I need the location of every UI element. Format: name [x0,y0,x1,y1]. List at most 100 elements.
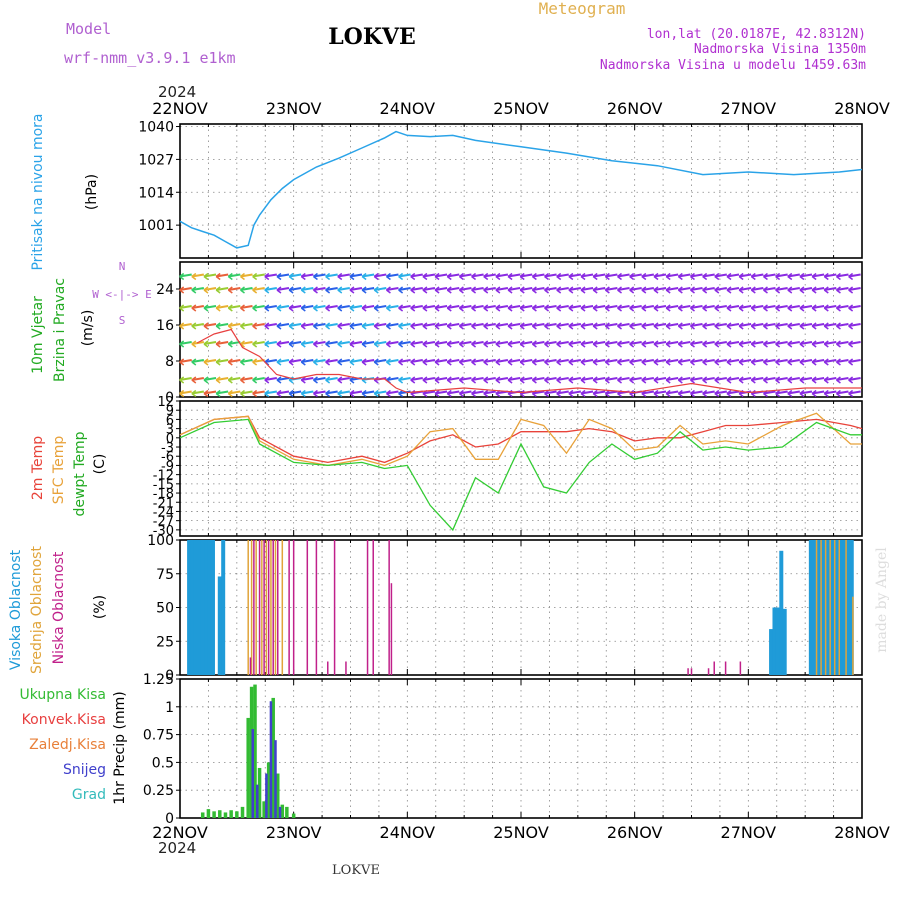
wind-arrow [775,305,788,309]
wind-arrow [216,287,229,291]
wind-arrow [313,390,326,395]
cloud-high-bar [782,608,787,675]
wind-arrow-head [434,376,440,384]
wind-arrow-head [653,376,659,384]
wind-arrow-head [227,376,233,384]
wind-arrow-head [495,272,501,281]
wind-arrow-head [544,376,550,384]
wind-arrow [276,323,290,327]
wind-arrow [824,359,837,363]
wind-arrow-head [787,389,793,398]
wind-arrow [629,341,642,345]
wind-arrow-head [483,358,489,366]
wind-arrow [556,287,569,291]
wind-arrow [520,305,533,309]
wind-arrow [824,273,837,278]
wind-arrow [678,390,691,395]
x-label-top: 28NOV [834,99,890,118]
wind-arrow [678,323,691,327]
wind-arrow-head [665,286,671,294]
wind-arrow [495,377,509,381]
wind-arrow [629,377,642,381]
wind-arrow [374,287,387,291]
wind-arrow-head [544,322,550,330]
wind-arrow-head [848,286,854,294]
wind-arrow-head [848,340,854,348]
wind-arrow [714,273,727,278]
wind-arrow [726,273,740,278]
wind-arrow-head [653,322,659,330]
wind-arrow-head [349,322,355,330]
pressure-ylabel: Pritisak na nivou mora [30,113,46,270]
wind-arrow [580,323,594,327]
wind-arrow-head [276,272,282,281]
wind-arrow-head [240,272,245,281]
wind-arrow-head [580,304,586,312]
wind-arrow-head [422,376,428,384]
wind-arrow-head [763,358,768,366]
y-tick-label: 1.25 [143,672,174,688]
wind-arrow-head [410,322,416,330]
wind-arrow [422,287,436,291]
wind-arrow [653,323,667,327]
precip-total-bar [280,804,285,818]
wind-arrow [325,377,338,381]
temp-sfc-line [179,412,862,467]
wind-arrow-head [458,389,464,398]
wind-arrow [520,323,533,327]
wind-arrow [398,305,411,309]
wind-arrow-head [434,304,440,312]
wind-arrow [763,323,776,327]
y-tick-label: 100 [147,533,174,549]
wind-arrow-head [519,340,525,348]
wind-arrow-head [519,358,525,366]
y-tick-label: 0.25 [143,783,174,799]
wind-arrow-head [750,304,756,312]
wind-arrow [337,273,350,278]
precip-snow-label: Snijeg [63,762,106,778]
wind-arrow-head [361,389,367,398]
x-label-top: 26NOV [607,99,663,118]
wind-arrow [714,305,727,309]
wind-arrow [422,377,436,381]
wind-arrow-head [799,272,805,281]
wind-arrow-head [702,272,708,281]
wind-arrow-head [227,322,233,330]
wind-arrow [605,305,618,309]
y-tick-label: 3 [166,423,174,438]
wind-arrow-head [568,272,574,281]
wind-arrow-head [835,272,841,281]
wind-arrow-head [288,286,294,294]
wind-arrow [593,273,606,278]
wind-arrow [216,359,229,363]
wind-arrow [532,377,545,381]
wind-arrow-head [629,286,635,294]
wind-arrow [544,359,557,363]
wind-arrow-head [313,340,318,348]
wind-arrow [179,273,192,278]
wind-arrow [483,377,496,381]
wind-arrow-head [300,322,306,330]
cloud-high-bar [812,540,817,675]
wind-arrow-head [507,286,513,294]
wind-arrow-head [373,272,379,281]
wind-arrow [702,359,715,363]
wind-arrow-head [373,389,379,398]
wind-arrow [288,341,302,345]
wind-arrow-head [288,358,294,366]
wind-arrow-head [446,376,452,384]
y-tick-label: 0 [166,432,174,447]
cloud-high-bar [193,540,198,675]
cloud-high-bar [200,540,205,675]
wind-arrow-head [410,286,416,294]
wind-arrow [714,359,727,363]
wind-arrow [447,273,460,278]
wind-arrow-head [398,286,404,294]
cloud-low-bar [739,661,742,675]
wind-arrow [714,390,727,395]
wind-arrow-head [240,322,245,330]
wind-arrow [824,305,837,309]
wind-arrow [532,390,545,395]
wind-arrow-head [300,304,306,312]
